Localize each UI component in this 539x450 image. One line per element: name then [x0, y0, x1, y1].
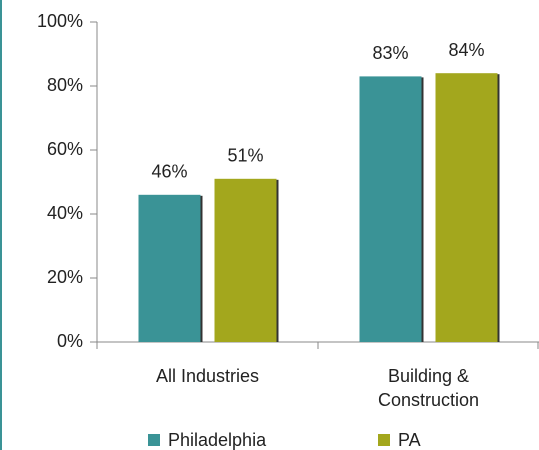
x-tick-label: All Industries [155, 366, 260, 386]
y-tick-label: 40% [47, 203, 83, 223]
legend-label: PA [398, 430, 421, 450]
data-label: 84% [448, 40, 484, 60]
data-label: 46% [151, 162, 187, 182]
data-label: 83% [372, 43, 408, 63]
legend-swatch [378, 434, 390, 446]
data-label: 51% [227, 146, 263, 166]
y-tick-label: 0% [57, 331, 83, 351]
y-tick-label: 100% [37, 11, 83, 31]
x-tick-label: Building & Construction [377, 366, 480, 410]
legend-label: Philadelphia [168, 430, 267, 450]
legend-swatch [148, 434, 160, 446]
bar [214, 178, 277, 342]
y-tick-label: 80% [47, 75, 83, 95]
bar [435, 73, 498, 342]
bar [138, 194, 201, 342]
y-tick-label: 20% [47, 267, 83, 287]
y-tick-label: 60% [47, 139, 83, 159]
bar [359, 76, 422, 343]
